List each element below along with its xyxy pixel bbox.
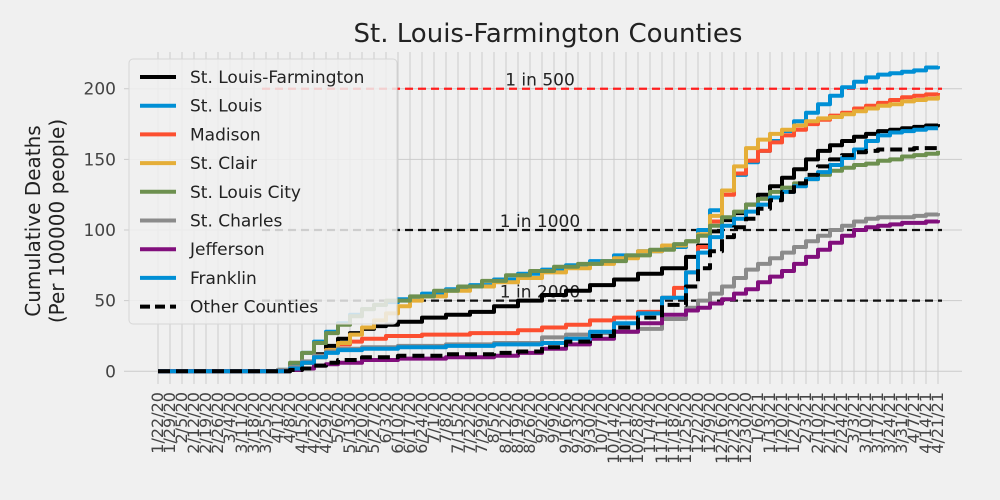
- x-tick-label: 8/26/20: [520, 392, 539, 454]
- x-tick-label: 9/30/20: [580, 392, 599, 454]
- x-tick-label: 10/7/20: [592, 392, 611, 454]
- x-tick-label: 1/20/21: [772, 392, 791, 454]
- x-axis: 1/22/201/29/202/5/202/12/202/19/202/26/2…: [148, 392, 947, 464]
- x-tick-label: 1/27/21: [784, 392, 803, 454]
- y-tick-label: 100: [84, 221, 116, 241]
- legend-label: St. Louis City: [190, 183, 301, 203]
- x-tick-label: 5/27/20: [364, 392, 383, 454]
- legend-label: Franklin: [190, 269, 257, 289]
- y-tick-label: 0: [105, 362, 116, 382]
- x-tick-label: 4/15/20: [292, 392, 311, 454]
- x-tick-label: 2/19/20: [196, 392, 215, 454]
- series-line: [158, 145, 940, 374]
- legend-label: St. Clair: [190, 154, 257, 174]
- legend-label: Other Counties: [190, 298, 318, 318]
- x-tick-label: 3/25/20: [256, 392, 275, 454]
- x-tick-label: 3/10/21: [856, 392, 875, 454]
- y-axis-label-line2: (Per 100000 people): [45, 119, 69, 323]
- x-tick-label: 2/12/20: [184, 392, 203, 454]
- x-tick-label: 1/22/20: [148, 392, 167, 454]
- x-tick-label: 8/5/20: [484, 392, 503, 444]
- x-tick-label: 6/3/20: [376, 392, 395, 444]
- y-axis-label-line1: Cumulative Deaths: [21, 125, 45, 316]
- x-tick-label: 2/26/20: [208, 392, 227, 454]
- x-tick-label: 12/2/20: [688, 392, 707, 454]
- x-tick-label: 11/25/20: [676, 392, 695, 464]
- x-tick-label: 3/31/21: [892, 392, 911, 454]
- x-tick-label: 7/15/20: [448, 392, 467, 454]
- x-tick-label: 10/28/20: [628, 392, 647, 464]
- x-tick-label: 10/14/20: [604, 392, 623, 464]
- x-tick-label: 12/23/20: [724, 392, 743, 464]
- x-tick-label: 7/8/20: [436, 392, 455, 444]
- x-tick-label: 4/7/21: [904, 392, 923, 444]
- legend-label: St. Louis-Farmington: [190, 68, 364, 88]
- y-tick-label: 200: [84, 80, 116, 100]
- series-lines: [158, 65, 940, 374]
- legend-box: [128, 58, 398, 325]
- reference-line-label: 1 in 500: [505, 71, 575, 91]
- x-tick-label: 4/1/20: [268, 392, 287, 444]
- x-tick-label: 7/29/20: [472, 392, 491, 454]
- x-tick-label: 5/6/20: [328, 392, 347, 444]
- x-tick-label: 2/3/21: [796, 392, 815, 444]
- x-tick-label: 9/2/20: [532, 392, 551, 444]
- legend-label: Jefferson: [189, 240, 265, 260]
- y-axis: 0 50 100 150 200: [84, 80, 116, 383]
- series-line: [158, 126, 938, 374]
- x-tick-label: 2/10/21: [808, 392, 827, 454]
- x-tick-label: 6/17/20: [400, 392, 419, 454]
- x-tick-label: 12/30/20: [736, 392, 755, 464]
- x-tick-label: 8/19/20: [508, 392, 527, 454]
- x-tick-label: 9/9/20: [544, 392, 563, 444]
- x-tick-label: 5/13/20: [340, 392, 359, 454]
- x-tick-label: 3/11/20: [232, 392, 251, 454]
- x-tick-label: 1/6/21: [748, 392, 767, 444]
- x-tick-label: 10/21/20: [616, 392, 635, 464]
- x-tick-label: 12/9/20: [700, 392, 719, 454]
- chart-title: St. Louis-Farmington Counties: [354, 19, 743, 49]
- x-tick-label: 11/4/20: [640, 392, 659, 454]
- x-tick-label: 11/18/20: [664, 392, 683, 464]
- x-tick-label: 5/20/20: [352, 392, 371, 454]
- x-tick-label: 3/18/20: [244, 392, 263, 454]
- x-tick-label: 9/16/20: [556, 392, 575, 454]
- x-tick-label: 6/24/20: [412, 392, 431, 454]
- x-tick-label: 2/24/21: [832, 392, 851, 454]
- x-tick-label: 1/13/21: [760, 392, 779, 454]
- x-tick-label: 7/1/20: [424, 392, 443, 444]
- x-tick-label: 4/29/20: [316, 392, 335, 454]
- x-tick-label: 4/8/20: [280, 392, 299, 444]
- x-tick-label: 12/16/20: [712, 392, 731, 464]
- legend-label: St. Charles: [190, 212, 282, 232]
- x-tick-label: 4/14/21: [916, 392, 935, 454]
- x-tick-label: 11/11/20: [652, 392, 671, 464]
- x-tick-label: 1/29/20: [160, 392, 179, 454]
- x-tick-label: 4/22/20: [304, 392, 323, 454]
- x-tick-label: 9/23/20: [568, 392, 587, 454]
- series-line: [158, 219, 940, 374]
- x-tick-label: 4/21/21: [928, 392, 947, 454]
- x-tick-label: 3/3/21: [844, 392, 863, 444]
- x-tick-label: 2/17/21: [820, 392, 839, 454]
- y-tick-label: 50: [94, 292, 116, 312]
- x-tick-label: 8/12/20: [496, 392, 515, 454]
- x-tick-label: 6/10/20: [388, 392, 407, 454]
- legend: St. Louis-Farmington St. Louis Madison St. …: [128, 58, 398, 325]
- x-tick-label: 2/5/20: [172, 392, 191, 444]
- x-tick-label: 3/4/20: [220, 392, 239, 444]
- reference-line-label: 1 in 1000: [500, 212, 580, 232]
- reference-line-label: 1 in 2000: [500, 283, 580, 303]
- legend-label: Madison: [190, 125, 261, 145]
- x-tick-label: 3/17/21: [868, 392, 887, 454]
- legend-label: St. Louis: [190, 97, 262, 117]
- x-tick-label: 3/24/21: [880, 392, 899, 454]
- y-tick-label: 150: [84, 150, 116, 170]
- x-tick-label: 7/22/20: [460, 392, 479, 454]
